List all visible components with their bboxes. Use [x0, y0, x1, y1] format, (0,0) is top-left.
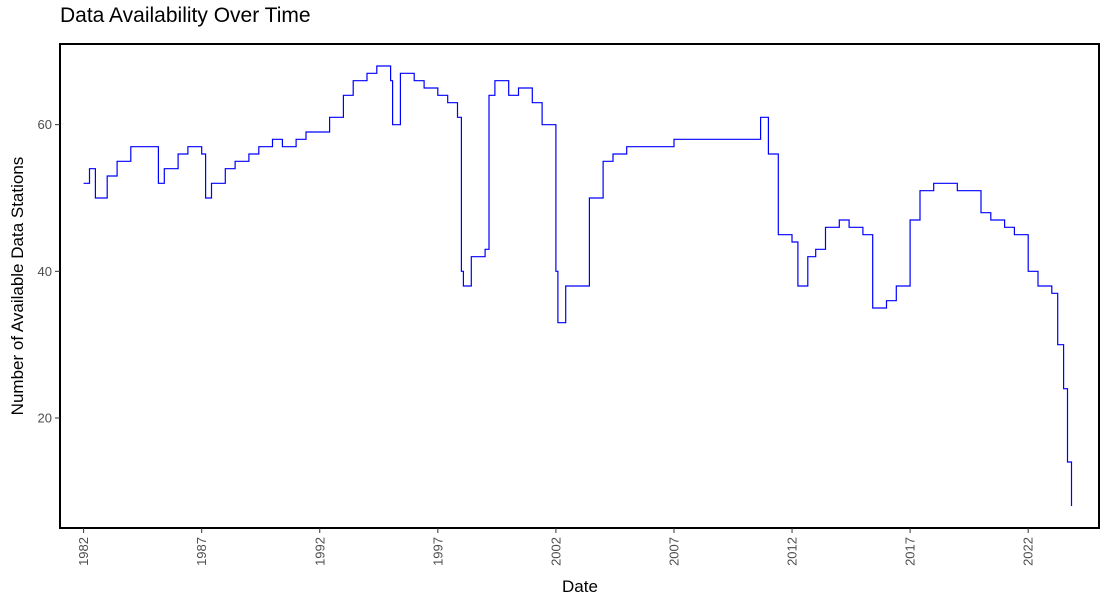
y-tick-label: 40 — [38, 264, 52, 279]
x-tick-label: 2002 — [548, 537, 563, 566]
x-tick-label: 1997 — [430, 537, 445, 566]
series-line — [83, 65, 1073, 506]
x-tick-label: 2007 — [666, 537, 681, 566]
y-axis-title: Number of Available Data Stations — [8, 157, 27, 416]
y-tick-label: 20 — [38, 411, 52, 426]
plot-panel — [59, 43, 1100, 529]
y-axis: 20 40 60 — [38, 117, 60, 426]
x-tick-label: 1992 — [312, 537, 327, 566]
series-layer — [83, 65, 1073, 506]
x-axis: 1982 1987 1992 1997 2002 2007 2012 2017 2022 — [76, 528, 1036, 566]
plot-frame — [59, 43, 1100, 529]
x-tick-label: 1987 — [194, 537, 209, 566]
x-tick-label: 2012 — [785, 537, 800, 566]
x-tick-label: 1982 — [76, 537, 91, 566]
x-axis-title: Date — [562, 577, 598, 596]
x-tick-label: 2022 — [1021, 537, 1036, 566]
x-tick-label: 2017 — [903, 537, 918, 566]
y-tick-label: 60 — [38, 117, 52, 132]
chart-title: Data Availability Over Time — [60, 4, 311, 27]
